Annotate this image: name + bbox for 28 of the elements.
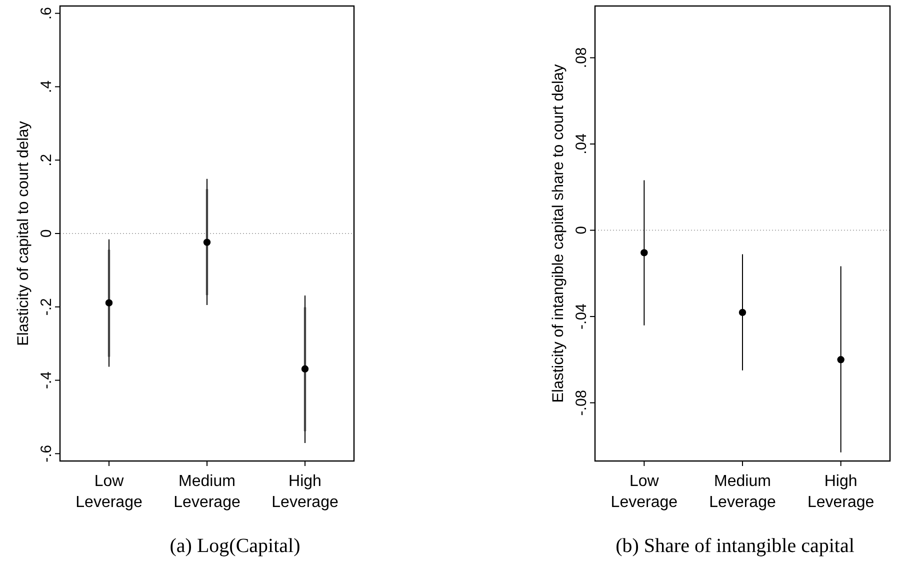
- x-tick-label: Medium Leverage: [709, 473, 776, 511]
- point: [203, 238, 211, 246]
- y-tick-label: .6: [38, 7, 55, 20]
- point: [640, 249, 648, 256]
- y-tick-label: -.08: [573, 390, 590, 416]
- text: (b) Share of intangible capital: [616, 535, 855, 557]
- text: (a) Log(Capital): [170, 535, 300, 557]
- y-axis-title: Elasticity of intangible capital share to court delay: [550, 64, 567, 403]
- y-tick-label: -.04: [573, 304, 590, 330]
- y-tick-label: -.4: [38, 372, 55, 390]
- x-tick-label: Low Leverage: [610, 473, 678, 511]
- x-tick-label: High Leverage: [807, 473, 874, 511]
- point: [837, 356, 844, 364]
- y-tick-label: -.6: [38, 444, 55, 462]
- y-tick-label: .04: [573, 134, 590, 154]
- y-tick-label: 0: [573, 226, 590, 234]
- y-axis-title: Elasticity of capital to court delay: [15, 120, 32, 346]
- y-tick-label: 0: [38, 229, 55, 238]
- x-tick-label: Medium Leverage: [174, 473, 240, 511]
- point: [105, 299, 113, 306]
- y-tick-label: .08: [573, 47, 590, 68]
- x-tick-label: Low Leverage: [76, 473, 142, 511]
- point: [301, 365, 309, 372]
- y-tick-label: .2: [38, 154, 55, 166]
- point: [738, 308, 746, 316]
- y-tick-label: .4: [38, 80, 55, 93]
- y-tick-label: -.2: [38, 298, 55, 316]
- x-tick-label: High Leverage: [272, 473, 338, 511]
